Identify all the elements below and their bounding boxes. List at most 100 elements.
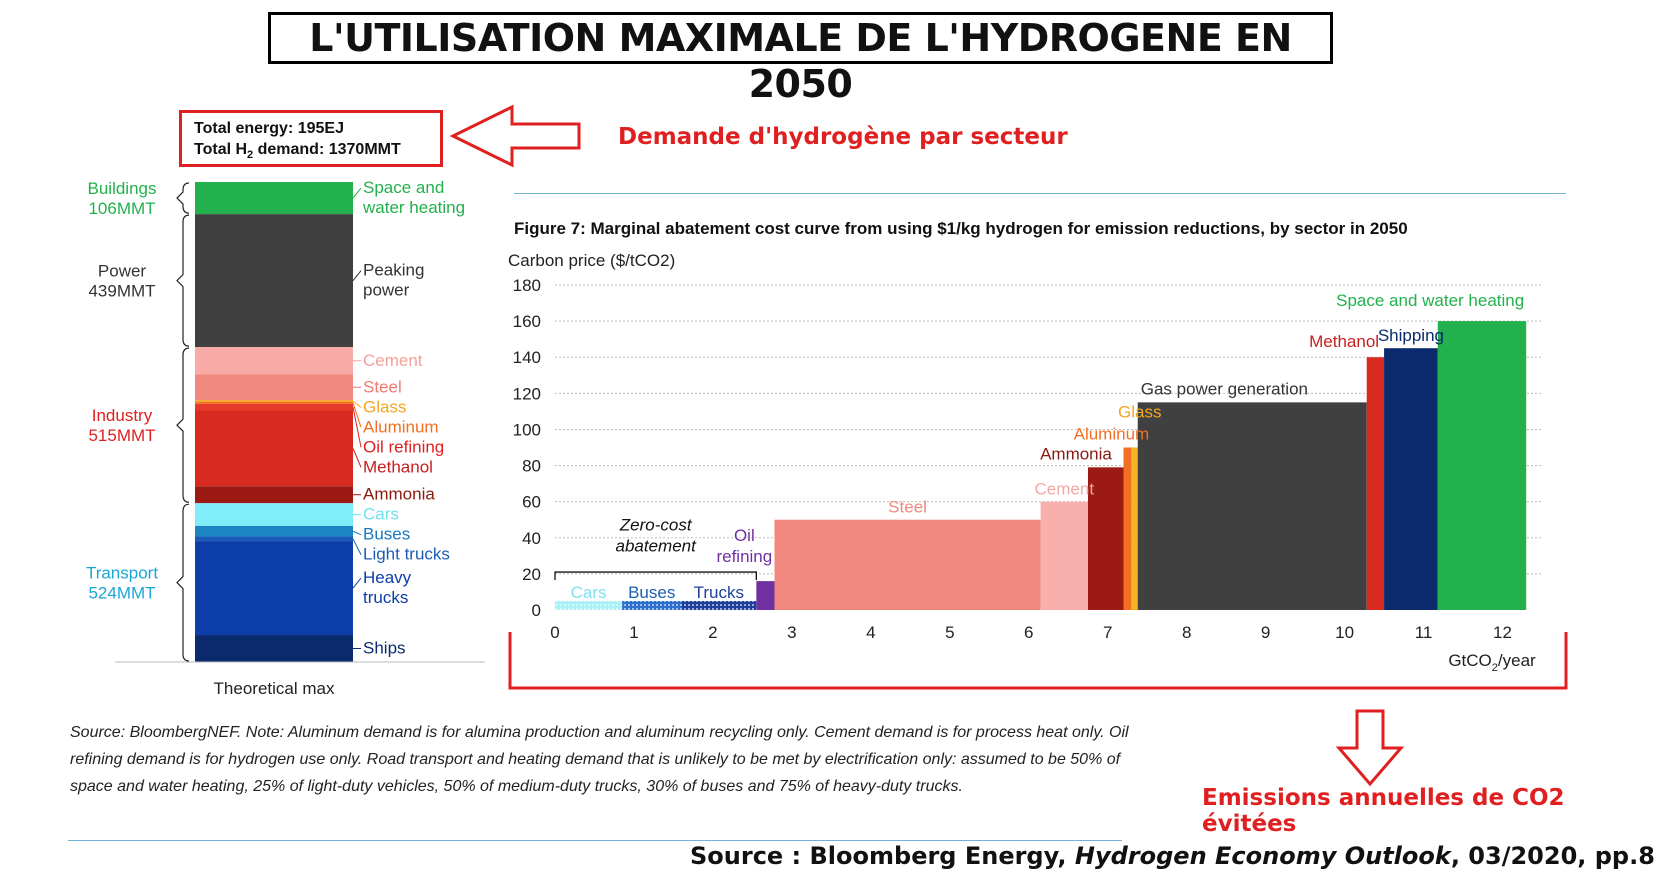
mac-label-space-and-water-heating: Space and water heating (1336, 291, 1524, 310)
bar-segment-light-trucks (195, 536, 353, 542)
total-energy: Total energy: 195EJ (194, 120, 344, 137)
mac-label-buses: Buses (628, 583, 675, 602)
mac-bar-aluminum (1123, 447, 1132, 610)
x-tick-2: 2 (708, 623, 717, 642)
y-tick-20: 20 (522, 565, 541, 584)
bar-segment-space-and-water-heating (195, 182, 353, 215)
group-label-power: Power 439MMT (88, 262, 155, 301)
x-tick-7: 7 (1103, 623, 1112, 642)
mac-label-oil-refining: Oil refining (716, 526, 772, 566)
segment-label-ships: Ships (363, 639, 406, 658)
bar-segment-heavy-trucks (195, 541, 353, 636)
y-tick-180: 180 (513, 276, 541, 295)
x-axis-red-bracket (508, 632, 1568, 690)
source-italic-title: Hydrogen Economy Outlook (1074, 842, 1451, 870)
bar-segment-cement (195, 347, 353, 375)
segment-leader-aluminum (352, 402, 362, 428)
y-tick-40: 40 (522, 529, 541, 548)
segment-label-peaking-power: Peaking power (363, 261, 424, 300)
annotation-demand-by-sector: Demande d'hydrogène par secteur (618, 124, 1068, 150)
zero-cost-bracket (554, 571, 757, 581)
segment-label-oil-refining: Oil refining (363, 437, 444, 456)
figure-top-rule (514, 193, 1566, 194)
bar-segment-glass (195, 400, 353, 402)
zero-cost-label: Zero-cost abatement (616, 516, 698, 556)
segment-label-cars: Cars (363, 505, 399, 524)
mac-bar-methanol (1366, 357, 1385, 610)
mac-label-shipping: Shipping (1378, 326, 1444, 345)
segment-leader-methanol (352, 448, 362, 468)
h2-subscript: 2 (247, 149, 254, 162)
y-tick-120: 120 (513, 384, 541, 403)
arrow-left-icon (450, 104, 581, 168)
segment-leader-space-and-water-heating (352, 187, 362, 199)
arrow-down-icon (1335, 709, 1405, 787)
mac-label-aluminum: Aluminum (1074, 425, 1150, 444)
segment-leader-buses (352, 530, 362, 536)
mac-label-cars: Cars (571, 583, 607, 602)
bar-segment-aluminum (195, 402, 353, 404)
segment-leader-peaking-power (352, 270, 362, 281)
source-citation: Source : Bloomberg Energy, Hydrogen Econ… (690, 842, 1663, 870)
mac-bar-oil-refining (756, 581, 775, 610)
mac-label-gas-power-generation: Gas power generation (1141, 379, 1308, 398)
bar-segment-buses (195, 525, 353, 537)
segment-label-aluminum: Aluminum (363, 417, 439, 436)
segment-leader-light-trucks (352, 538, 362, 555)
y-tick-140: 140 (513, 348, 541, 367)
x-tick-5: 5 (945, 623, 954, 642)
mac-bar-shipping (1384, 348, 1438, 610)
x-tick-11: 11 (1415, 623, 1433, 642)
y-axis-title: Carbon price ($/tCO2) (508, 251, 675, 270)
mac-curve-chart: Carbon price ($/tCO2)0204060801001201401… (508, 251, 1568, 690)
left-chart-xlabel: Theoretical max (214, 679, 335, 698)
y-tick-60: 60 (522, 493, 541, 512)
segment-leader-oil-refining (352, 407, 362, 448)
mac-bar-buses (622, 600, 682, 610)
mac-bar-cement (1040, 501, 1088, 610)
group-bracket-buildings (176, 182, 190, 214)
segment-label-light-trucks: Light trucks (363, 545, 450, 564)
bar-segment-cars (195, 503, 353, 526)
x-tick-12: 12 (1493, 623, 1512, 642)
note-rule (68, 840, 1122, 841)
mac-bar-steel (774, 519, 1041, 610)
totals-box: Total energy: 195EJ Total H2 demand: 137… (179, 110, 443, 167)
x-axis-title: GtCO2/year (1448, 651, 1536, 674)
bar-segment-methanol (195, 410, 353, 487)
mac-label-steel: Steel (888, 498, 927, 517)
segment-label-methanol: Methanol (363, 457, 433, 476)
segment-label-cement: Cement (363, 351, 423, 370)
group-bracket-transport (176, 503, 190, 662)
bar-segment-oil-refining (195, 403, 353, 411)
source-note: Source: BloombergNEF. Note: Aluminum dem… (70, 724, 1129, 795)
y-tick-0: 0 (532, 601, 541, 620)
segment-label-buses: Buses (363, 525, 410, 544)
group-label-transport: Transport 524MMT (86, 564, 158, 603)
mac-bar-space-and-water-heating (1437, 321, 1527, 610)
bar-segment-ammonia (195, 486, 353, 504)
figure-title: Figure 7: Marginal abatement cost curve … (514, 219, 1408, 238)
mac-label-methanol: Methanol (1309, 332, 1379, 351)
total-h2-demand: Total H2 demand: 1370MMT (194, 141, 401, 162)
mac-bar-ammonia (1087, 467, 1124, 610)
segment-label-space-and-water-heating: Space and water heating (362, 178, 465, 217)
theoretical-max-stacked-chart: Space and water heating Peaking power Cement… (86, 178, 485, 698)
group-bracket-industry (176, 347, 190, 503)
x-tick-9: 9 (1261, 623, 1270, 642)
segment-leader-heavy-trucks (352, 577, 362, 589)
mac-label-cement: Cement (1035, 480, 1095, 499)
segment-label-glass: Glass (363, 397, 406, 416)
y-tick-80: 80 (522, 457, 541, 476)
main-title: L'UTILISATION MAXIMALE DE L'HYDROGENE EN… (268, 12, 1333, 106)
x-tick-8: 8 (1182, 623, 1191, 642)
bar-segment-peaking-power (195, 214, 353, 348)
mac-label-ammonia: Ammonia (1040, 444, 1112, 463)
x-tick-6: 6 (1024, 623, 1033, 642)
group-bracket-power (176, 214, 190, 347)
x-tick-0: 0 (550, 623, 559, 642)
segment-label-ammonia: Ammonia (363, 485, 435, 504)
x-tick-1: 1 (629, 623, 638, 642)
mac-bar-glass (1131, 447, 1138, 610)
mac-bar-trucks (681, 600, 757, 610)
